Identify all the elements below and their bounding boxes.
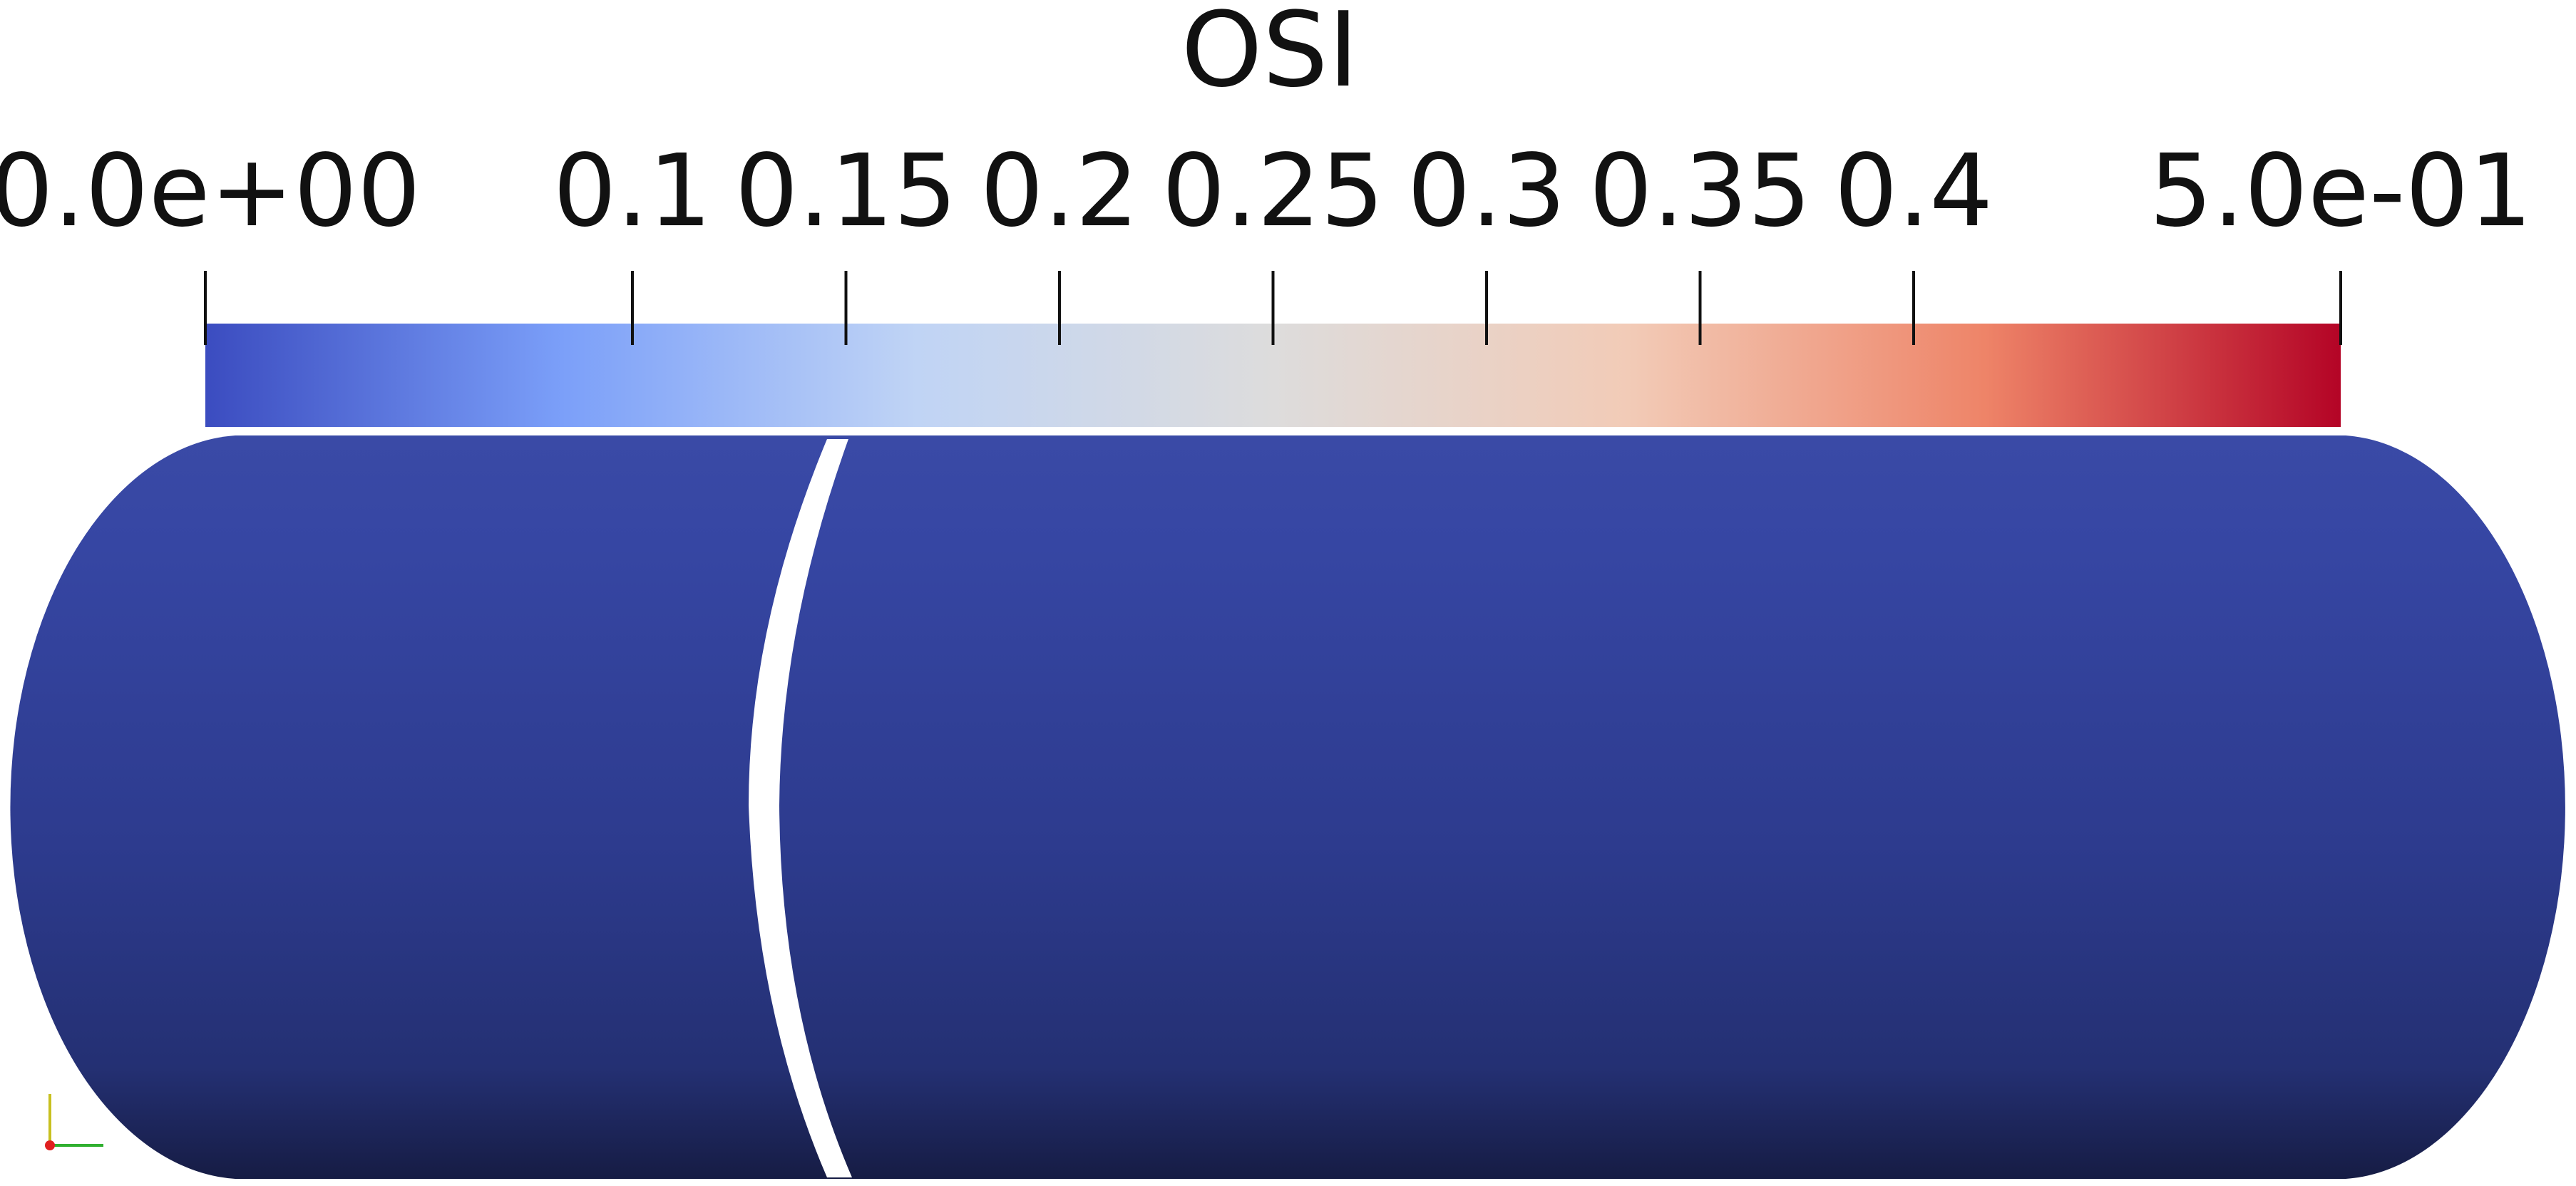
colorbar-title: OSI — [1181, 0, 1359, 110]
tick-label: 0.1 — [553, 133, 712, 249]
tick-label: 0.0e+00 — [0, 133, 421, 249]
tick-label: 0.3 — [1407, 133, 1566, 249]
tick-label: 0.4 — [1834, 133, 1993, 249]
tick-label: 0.35 — [1589, 133, 1812, 249]
cylinder — [10, 435, 2565, 1179]
tick-label: 0.25 — [1162, 133, 1385, 249]
axes-glyph-origin — [45, 1140, 55, 1150]
tick-label: 0.15 — [735, 133, 958, 249]
cut-gap — [749, 439, 852, 1177]
tick-label: 0.2 — [980, 133, 1139, 249]
tick-label: 5.0e-01 — [2149, 133, 2532, 249]
